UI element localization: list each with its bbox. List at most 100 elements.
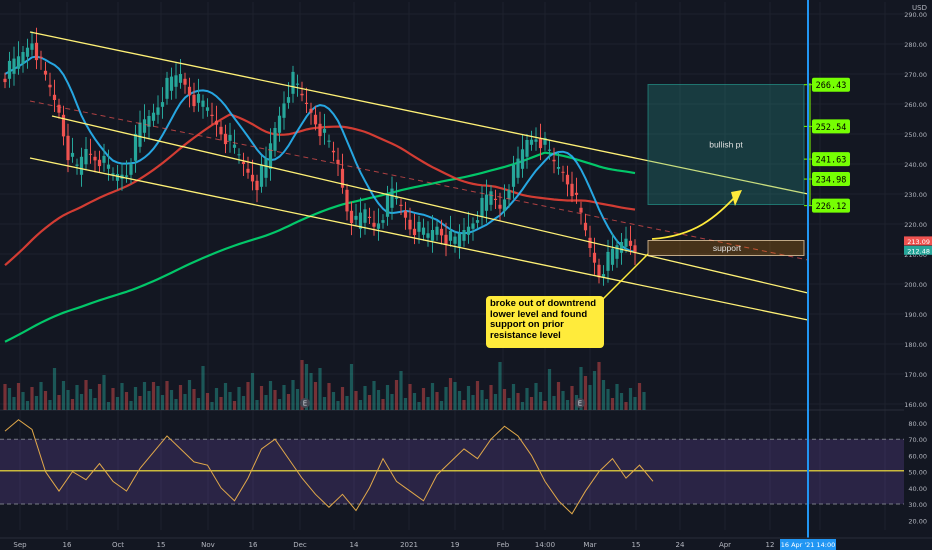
volume-bar: [237, 387, 241, 410]
candle-body: [336, 159, 340, 164]
candle-body: [138, 122, 142, 147]
time-tick-label: Dec: [293, 541, 307, 549]
candle-body: [16, 56, 21, 69]
last-price-label: 213.09: [907, 238, 930, 246]
rsi-band: [0, 439, 904, 505]
volume-bar: [538, 392, 543, 410]
volume-bar: [565, 400, 570, 410]
rsi-tick-label: 50.00: [908, 469, 927, 477]
volume-bar: [561, 391, 565, 410]
candle-body: [264, 158, 268, 178]
candle-body: [574, 192, 579, 195]
time-tick-label: Feb: [497, 541, 510, 549]
candle-body: [219, 126, 223, 135]
volume-bar: [246, 382, 250, 410]
volume-bar: [376, 390, 381, 410]
volume-bar: [268, 381, 273, 410]
volume-bar: [88, 389, 93, 410]
channel-upper-line: [29, 31, 809, 195]
candle-body: [313, 114, 318, 125]
candle-body: [444, 234, 448, 245]
candle-body: [52, 94, 57, 100]
time-tick-label: 16: [249, 541, 258, 549]
time-tick-label: Apr: [719, 541, 731, 549]
earnings-marker: [300, 398, 310, 408]
callout-pointer: [599, 253, 649, 303]
support-zone-label: support: [713, 243, 742, 253]
candle-body: [174, 75, 178, 87]
volume-bar: [385, 385, 390, 410]
candle-body: [111, 173, 115, 175]
target-box: [812, 198, 850, 213]
candle-body: [610, 248, 615, 265]
volume-bar: [196, 398, 201, 410]
volume-bar: [295, 389, 300, 410]
volume-bar: [417, 402, 421, 410]
candle-body: [192, 94, 196, 107]
volume-bar: [520, 402, 525, 410]
candle-body: [538, 138, 543, 149]
volume-bar: [115, 397, 120, 410]
volume-bar: [381, 399, 385, 410]
candle-body: [394, 197, 399, 199]
price-tick-label: 240.00: [904, 161, 927, 169]
candle-body: [327, 140, 331, 142]
candle-body: [277, 115, 282, 133]
volume-bar: [187, 380, 192, 410]
candle-body: [480, 197, 484, 217]
target-label: 252.54: [816, 123, 847, 133]
volume-bar: [228, 392, 232, 410]
volume-bar: [273, 390, 277, 410]
volume-bar: [367, 395, 372, 410]
candle-body: [147, 116, 151, 127]
volume-bar: [435, 392, 439, 410]
candle-body: [210, 114, 214, 116]
candle-body: [291, 71, 295, 94]
volume-bar: [286, 394, 291, 410]
candle-body: [552, 159, 556, 162]
candle-body: [322, 128, 327, 133]
volume-bar: [439, 401, 444, 410]
candle-body: [426, 233, 430, 238]
candle-body: [543, 137, 547, 145]
volume-bar: [7, 388, 12, 410]
volume-bar: [637, 383, 642, 410]
volume-bar: [475, 381, 480, 410]
candle-body: [372, 222, 376, 227]
volume-bar: [462, 400, 466, 410]
time-tick-label: 15: [632, 541, 641, 549]
volume-bar: [102, 375, 106, 410]
candle-body: [354, 215, 358, 220]
volume-bar: [592, 371, 597, 410]
price-tick-label: 230.00: [904, 191, 927, 199]
bullish-zone-label: bullish pt: [709, 140, 743, 150]
candle-body: [399, 204, 403, 206]
candle-body: [556, 167, 561, 169]
rsi-tick-label: 40.00: [908, 485, 927, 493]
candle-body: [165, 77, 169, 99]
volume-bar: [484, 399, 489, 410]
candle-body: [619, 242, 624, 253]
volume-bar: [241, 396, 246, 410]
volume-bar: [471, 395, 475, 410]
volume-bar: [210, 402, 214, 410]
curved-arrow: [651, 193, 739, 240]
volume-bar: [529, 397, 534, 410]
volume-bar: [511, 384, 516, 410]
volume-bar: [214, 388, 219, 410]
candle-body: [151, 112, 156, 121]
volume-bar: [345, 396, 349, 410]
time-tick-label: 2021: [400, 541, 418, 549]
candle-body: [471, 223, 475, 229]
candle-body: [133, 133, 138, 161]
candle-body: [493, 198, 498, 200]
volume-bar: [556, 382, 561, 410]
candle-body: [435, 226, 439, 235]
volume-bar: [282, 385, 286, 410]
volume-bar: [147, 391, 151, 410]
candle-body: [196, 93, 201, 103]
candle-body: [84, 149, 88, 165]
candle-body: [259, 164, 264, 187]
channel-mid-line: [51, 115, 809, 294]
